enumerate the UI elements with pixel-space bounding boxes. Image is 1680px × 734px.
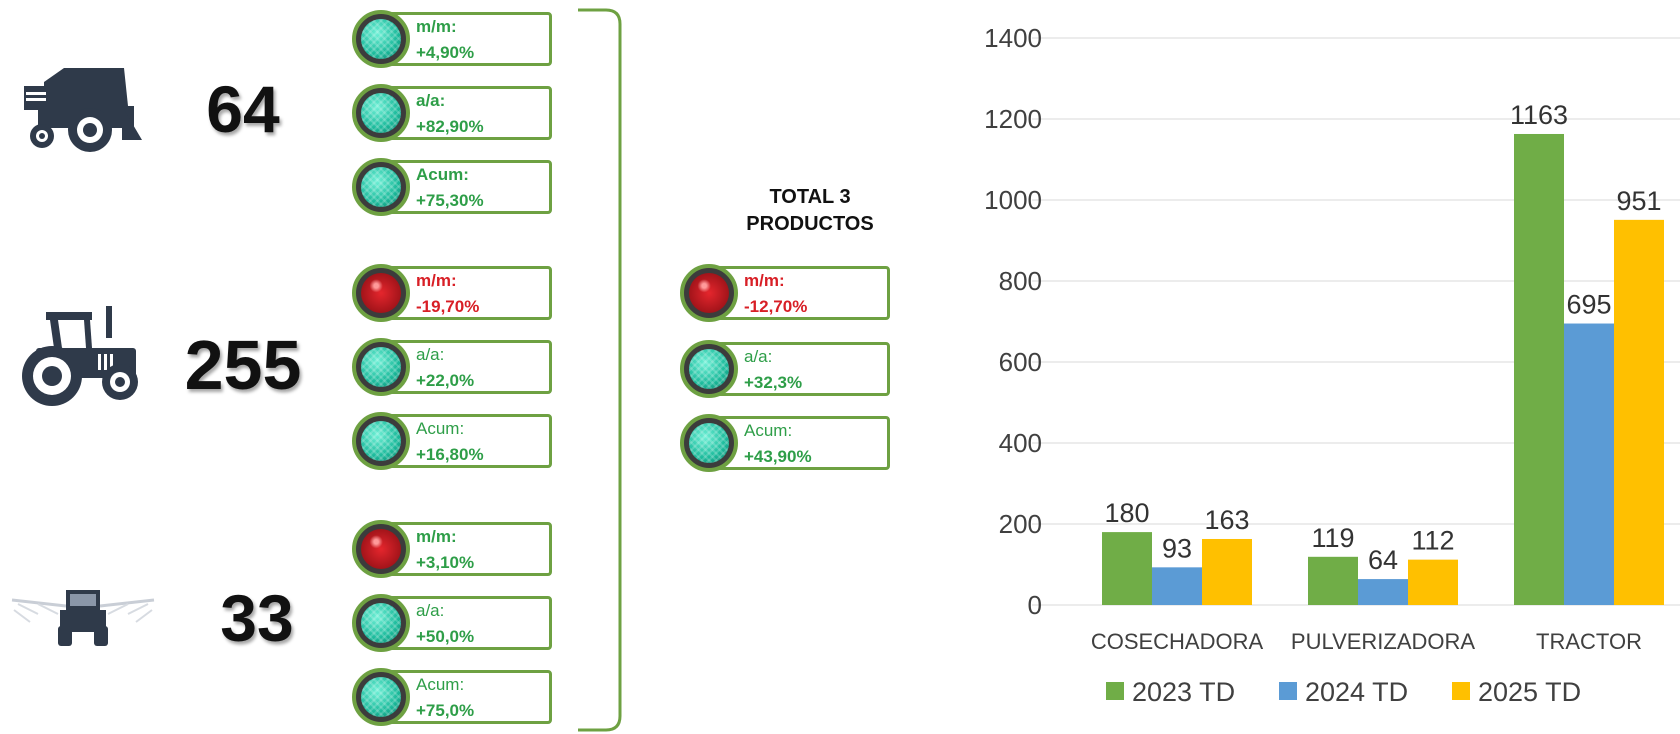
legend-label: 2023 TD [1132,677,1235,707]
indicator-key: Acum: [744,421,793,440]
y-tick-label: 1200 [984,104,1042,134]
green-status-light-icon [352,668,410,726]
green-status-light-icon [352,158,410,216]
legend-label: 2025 TD [1478,677,1581,707]
bar [1514,133,1564,606]
x-tick-label: TRACTOR [1536,629,1642,654]
legend-label: 2024 TD [1305,677,1408,707]
indicator-value: +4,90% [416,43,475,62]
bar [1614,219,1664,605]
tractor-acum-indicator: Acum: +16,80% [352,412,580,470]
bar [1202,538,1252,605]
indicator-key: m/m: [744,271,785,290]
indicator-key: a/a: [416,601,445,620]
bar [1408,559,1458,605]
indicator-key: a/a: [744,347,773,366]
harvester-acum-indicator: Acum: +75,30% [352,158,580,216]
indicator-value: +50,0% [416,627,475,646]
red-status-light-icon [352,520,410,578]
green-status-light-icon [352,594,410,652]
indicator-value: +32,3% [744,373,803,392]
bar [1564,323,1614,605]
data-label: 695 [1566,290,1611,320]
tractor-mm-indicator: m/m: -19,70% [352,264,580,322]
harvester-aa-indicator: a/a: +82,90% [352,84,580,142]
tractor-count: 255 [184,326,302,404]
sprayer-acum-indicator: Acum: +75,0% [352,668,580,726]
total-aa-indicator: a/a: +32,3% [680,340,908,398]
sprayer-count: 33 [220,581,294,655]
indicator-value: +75,0% [416,701,475,720]
green-status-light-icon [352,338,410,396]
green-status-light-icon [680,414,738,472]
legend-swatch [1452,682,1470,700]
indicator-key: m/m: [416,17,457,36]
indicator-key: a/a: [416,91,446,110]
y-tick-label: 1400 [984,23,1042,53]
x-tick-label: COSECHADORA [1091,629,1264,654]
total-mm-indicator: m/m: -12,70% [680,264,908,322]
indicator-key: Acum: [416,165,469,184]
indicator-key: Acum: [416,675,465,694]
indicator-value: +22,0% [416,371,475,390]
indicator-value: -19,70% [416,297,480,316]
indicator-key: m/m: [416,271,457,290]
tractor-aa-indicator: a/a: +22,0% [352,338,580,396]
legend-swatch [1279,682,1297,700]
x-tick-label: PULVERIZADORA [1291,629,1476,654]
data-label: 951 [1616,186,1661,216]
harvester-mm-indicator: m/m: +4,90% [352,10,580,68]
green-status-light-icon [352,10,410,68]
y-tick-label: 800 [999,266,1042,296]
data-label: 119 [1311,523,1354,553]
data-label: 93 [1162,533,1192,563]
data-label: 112 [1411,526,1454,556]
y-tick-label: 600 [999,347,1042,377]
y-tick-label: 200 [999,509,1042,539]
bar [1102,532,1152,605]
indicator-key: Acum: [416,419,465,438]
bar [1358,579,1408,605]
indicator-value: +16,80% [416,445,484,464]
data-label: 1163 [1510,100,1568,130]
data-label: 180 [1104,498,1149,528]
y-tick-label: 1000 [984,185,1042,215]
total-title: TOTAL 3 PRODUCTOS [746,186,874,235]
harvester-count: 64 [206,72,280,146]
sprayer-mm-indicator: m/m: +3,10% [352,520,580,578]
green-status-light-icon [352,412,410,470]
indicator-value: +43,90% [744,447,812,466]
indicator-key: m/m: [416,527,457,546]
bar-chart: 0 200 400 600 800 1000 1200 1400 180 93 163 COSECHA… [984,23,1680,707]
tractor-icon [22,306,138,406]
indicator-value: +82,90% [416,117,484,136]
harvester-icon [24,68,142,152]
sprayer-aa-indicator: a/a: +50,0% [352,594,580,652]
red-status-light-icon [352,264,410,322]
indicator-key: a/a: [416,345,445,364]
indicator-value: +75,30% [416,191,484,210]
indicator-value: +3,10% [416,553,475,572]
bar [1308,556,1358,605]
y-tick-label: 0 [1028,590,1042,620]
data-label: 64 [1368,545,1398,575]
legend-swatch [1106,682,1124,700]
y-tick-label: 400 [999,428,1042,458]
group-bracket [578,8,622,732]
data-label: 163 [1204,505,1249,535]
green-status-light-icon [680,340,738,398]
total-acum-indicator: Acum: +43,90% [680,414,908,472]
sprayer-icon [11,590,155,646]
indicator-value: -12,70% [744,297,808,316]
bar [1152,567,1202,605]
red-status-light-icon [680,264,738,322]
green-status-light-icon [352,84,410,142]
